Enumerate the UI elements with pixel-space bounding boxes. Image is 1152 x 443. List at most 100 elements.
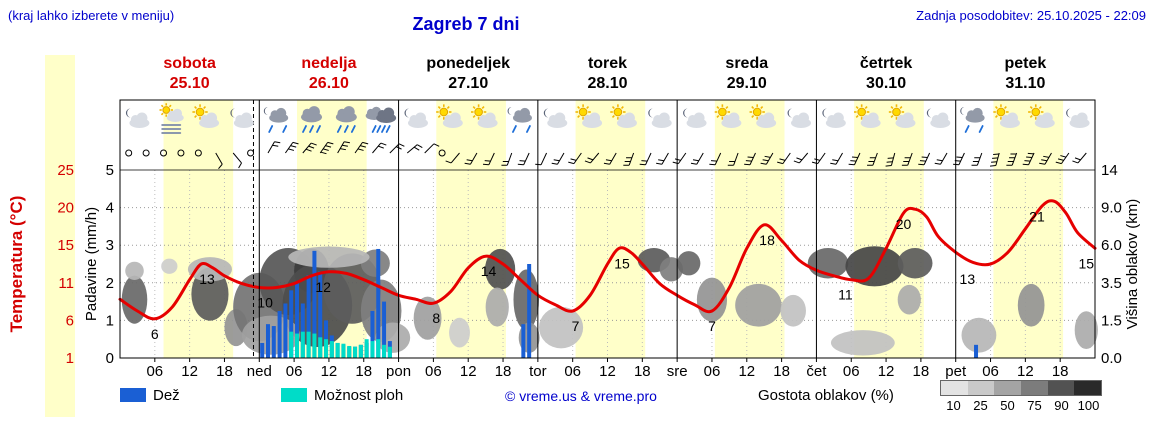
cloud-density-ticks: 10 25 50 75 90 100: [946, 398, 1100, 413]
svg-text:28.10: 28.10: [587, 75, 627, 92]
svg-text:ned: ned: [247, 363, 272, 380]
weather-icons: [125, 103, 1090, 134]
temperature-curve: [118, 199, 1097, 321]
rain-legend-swatch: [120, 388, 146, 402]
cloud-density-gradient: [940, 380, 1102, 396]
svg-text:06: 06: [146, 363, 163, 380]
svg-text:12: 12: [878, 363, 895, 380]
wind-barbs: [125, 141, 1087, 170]
svg-text:11: 11: [58, 275, 74, 292]
svg-text:petek: petek: [1004, 55, 1046, 72]
svg-text:pon: pon: [386, 363, 411, 380]
svg-text:12: 12: [1017, 363, 1034, 380]
svg-text:20: 20: [896, 216, 912, 232]
svg-text:14: 14: [1101, 162, 1118, 179]
svg-text:3.5: 3.5: [1101, 275, 1122, 292]
svg-text:13: 13: [960, 271, 976, 287]
x-axis-labels: 06 12 18 06 12 18 06 12 18 06 12 18 06 12 18 06 12 18 06 12…: [146, 363, 1068, 380]
svg-text:06: 06: [425, 363, 442, 380]
svg-text:četrtek: četrtek: [860, 55, 913, 72]
svg-text:7: 7: [708, 318, 716, 334]
svg-text:14: 14: [481, 263, 497, 279]
svg-text:1.5: 1.5: [1101, 312, 1122, 329]
svg-text:6.0: 6.0: [1101, 237, 1122, 254]
svg-text:15: 15: [57, 237, 74, 254]
svg-text:18: 18: [759, 232, 775, 248]
left-accent-strip: [45, 55, 75, 417]
svg-text:torek: torek: [588, 55, 627, 72]
svg-text:18: 18: [355, 363, 372, 380]
svg-text:Temperatura (°C): Temperatura (°C): [7, 196, 26, 333]
svg-text:12: 12: [460, 363, 477, 380]
svg-text:1: 1: [66, 350, 74, 367]
last-update: Zadnja posodobitev: 25.10.2025 - 22:09: [916, 8, 1146, 23]
svg-text:2: 2: [106, 275, 114, 292]
svg-text:1: 1: [106, 312, 114, 329]
svg-text:11: 11: [838, 287, 853, 303]
svg-text:06: 06: [982, 363, 999, 380]
svg-text:13: 13: [199, 271, 215, 287]
svg-text:20: 20: [57, 200, 74, 217]
page-title: Zagreb 7 dni: [412, 14, 520, 34]
svg-text:21: 21: [1029, 208, 1045, 224]
svg-text:06: 06: [286, 363, 303, 380]
svg-text:nedelja: nedelja: [301, 55, 356, 72]
svg-text:8: 8: [432, 310, 440, 326]
svg-text:29.10: 29.10: [727, 75, 767, 92]
svg-text:26.10: 26.10: [309, 75, 349, 92]
day-headers: sobota 25.10 nedelja 26.10 ponedeljek 27.10 to…: [163, 55, 1046, 92]
svg-text:9.0: 9.0: [1101, 200, 1122, 217]
svg-text:5: 5: [106, 162, 114, 179]
frame: [119, 99, 1096, 362]
svg-text:tor: tor: [529, 363, 547, 380]
svg-text:18: 18: [495, 363, 512, 380]
svg-text:18: 18: [1052, 363, 1069, 380]
rain-legend-label: Dež: [153, 387, 180, 404]
svg-text:7: 7: [572, 318, 580, 334]
svg-text:4: 4: [106, 200, 114, 217]
svg-text:06: 06: [704, 363, 721, 380]
svg-text:12: 12: [315, 279, 331, 295]
svg-text:12: 12: [181, 363, 198, 380]
temperature-value-labels: 6 13 10 12 8 14 7 15 7 18 11 20 13 21 15: [151, 208, 1094, 342]
svg-text:čet: čet: [806, 363, 827, 380]
svg-text:06: 06: [843, 363, 860, 380]
svg-text:10: 10: [257, 295, 273, 311]
svg-text:6: 6: [66, 312, 74, 329]
svg-text:18: 18: [913, 363, 930, 380]
svg-text:27.10: 27.10: [448, 75, 488, 92]
svg-text:Padavine (mm/h): Padavine (mm/h): [83, 207, 100, 321]
showers-legend-label: Možnost ploh: [314, 387, 404, 404]
svg-text:30.10: 30.10: [866, 75, 906, 92]
svg-text:31.10: 31.10: [1005, 75, 1045, 92]
svg-text:12: 12: [599, 363, 616, 380]
svg-text:ponedeljek: ponedeljek: [426, 55, 510, 72]
svg-text:Višina oblakov (km): Višina oblakov (km): [1124, 199, 1141, 330]
svg-text:12: 12: [321, 363, 338, 380]
svg-text:0: 0: [106, 350, 114, 367]
svg-text:18: 18: [216, 363, 233, 380]
svg-text:sre: sre: [667, 363, 688, 380]
location-hint: (kraj lahko izberete v meniju): [8, 8, 175, 23]
svg-text:06: 06: [564, 363, 581, 380]
svg-text:15: 15: [1079, 255, 1095, 271]
svg-text:25: 25: [57, 162, 74, 179]
shower-bars: [289, 331, 392, 358]
svg-text:sobota: sobota: [163, 55, 216, 72]
svg-text:15: 15: [614, 255, 630, 271]
svg-text:6: 6: [151, 326, 159, 342]
cloud-density-label: Gostota oblakov (%): [758, 387, 894, 404]
axis-labels: 2520151161543210149.06.03.51.50.0Tempera…: [7, 162, 1141, 367]
cloud-density-scale: 10 25 50 75 90 100: [940, 380, 1102, 413]
svg-text:3: 3: [106, 237, 114, 254]
svg-text:sreda: sreda: [725, 55, 768, 72]
showers-legend-swatch: [281, 388, 307, 402]
svg-text:25.10: 25.10: [170, 75, 210, 92]
svg-text:pet: pet: [945, 363, 967, 380]
svg-text:0.0: 0.0: [1101, 350, 1122, 367]
svg-text:12: 12: [738, 363, 755, 380]
credit-link[interactable]: © vreme.us & vreme.pro: [505, 388, 657, 404]
svg-text:18: 18: [773, 363, 790, 380]
svg-text:18: 18: [634, 363, 651, 380]
